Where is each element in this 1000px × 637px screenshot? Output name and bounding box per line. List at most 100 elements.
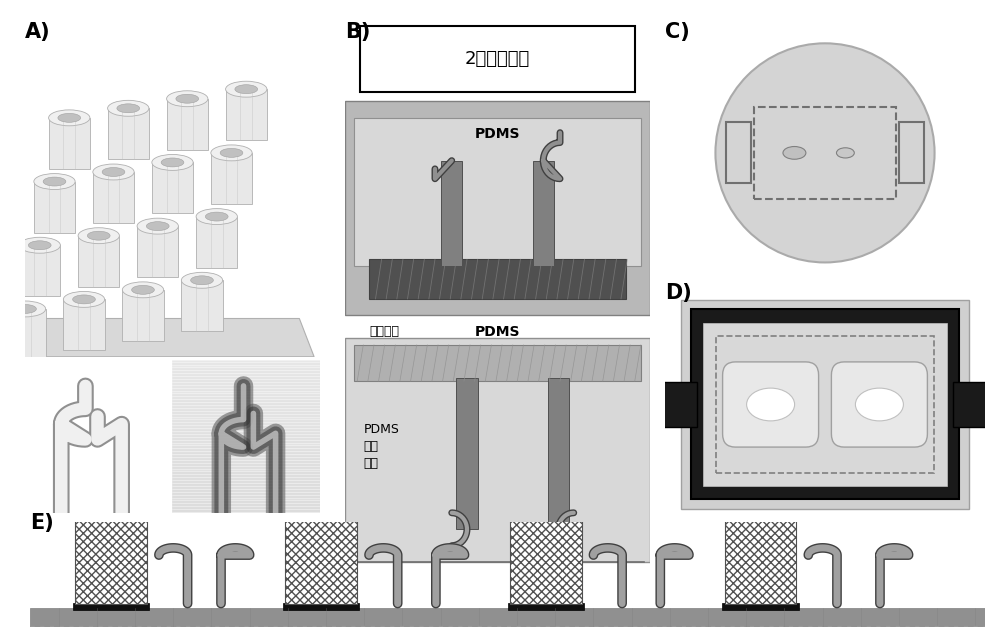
Ellipse shape [235,85,258,94]
Bar [754,107,896,199]
Bar [172,378,320,380]
Bar [172,430,320,432]
Bar [172,420,320,421]
Bar [172,471,320,473]
Ellipse shape [152,155,193,170]
Bar [172,493,320,494]
Bar [172,384,320,386]
Bar [172,512,320,513]
Bar [172,427,320,429]
Ellipse shape [137,218,178,234]
Bar [4,309,46,360]
Bar [122,290,164,341]
Bar [172,468,320,470]
Bar [172,397,320,398]
Ellipse shape [220,148,243,157]
Ellipse shape [87,231,110,240]
Ellipse shape [747,388,795,421]
Bar [172,479,320,481]
Bar [172,415,320,417]
Bar [172,424,320,426]
Bar [172,435,320,436]
Bar [726,122,751,183]
Bar [172,380,320,382]
Bar [172,444,320,445]
Bar [172,426,320,427]
Bar [172,458,320,459]
Bar [691,310,959,499]
Ellipse shape [146,222,169,231]
Bar [172,422,320,424]
Text: 铸造模具: 铸造模具 [369,325,399,338]
Bar [172,418,320,420]
Bar [283,603,359,610]
Bar [172,501,320,502]
Ellipse shape [167,90,208,106]
Ellipse shape [14,304,36,313]
Bar [63,299,105,350]
Bar [73,603,149,610]
Ellipse shape [63,292,105,307]
Bar [172,392,320,394]
Bar [19,245,60,296]
Bar [172,467,320,468]
Bar [196,217,237,268]
Bar [172,374,320,375]
Bar [34,182,75,233]
Bar [369,259,626,299]
Ellipse shape [73,295,95,304]
Ellipse shape [122,282,164,297]
Bar [354,345,641,381]
Bar [172,455,320,456]
Text: D): D) [665,283,692,303]
Ellipse shape [102,168,125,176]
Bar [172,494,320,496]
Ellipse shape [211,145,252,161]
Bar [172,398,320,399]
Ellipse shape [855,388,903,421]
Bar [172,445,320,447]
Ellipse shape [176,94,199,103]
Ellipse shape [4,301,46,317]
Bar [722,603,799,610]
Bar [172,410,320,412]
Bar [172,461,320,462]
Bar [172,505,320,506]
Bar [49,118,90,169]
Bar [211,153,252,204]
Bar [659,382,697,427]
Bar [172,433,320,435]
Bar [172,372,320,374]
Bar [172,364,320,366]
Bar [172,399,320,401]
Ellipse shape [161,158,184,167]
Ellipse shape [78,228,119,243]
Bar [533,161,554,266]
Bar [172,441,320,443]
Bar [172,481,320,482]
Bar [285,520,357,604]
Bar [172,453,320,455]
Bar [172,366,320,368]
Bar [345,101,650,315]
Bar [226,89,267,140]
Bar [172,438,320,440]
Bar [172,386,320,387]
Bar [172,490,320,491]
Bar [172,485,320,487]
Bar [172,496,320,497]
FancyBboxPatch shape [831,362,927,447]
Bar [172,470,320,471]
Text: E): E) [30,513,54,533]
Text: C): C) [665,22,690,42]
Bar [548,378,569,529]
Bar [354,118,641,266]
Bar [172,502,320,504]
Ellipse shape [783,147,806,159]
Bar [456,378,478,529]
Bar [172,476,320,478]
Polygon shape [31,318,314,357]
Circle shape [715,43,935,262]
Bar [172,401,320,403]
Bar [172,361,320,363]
